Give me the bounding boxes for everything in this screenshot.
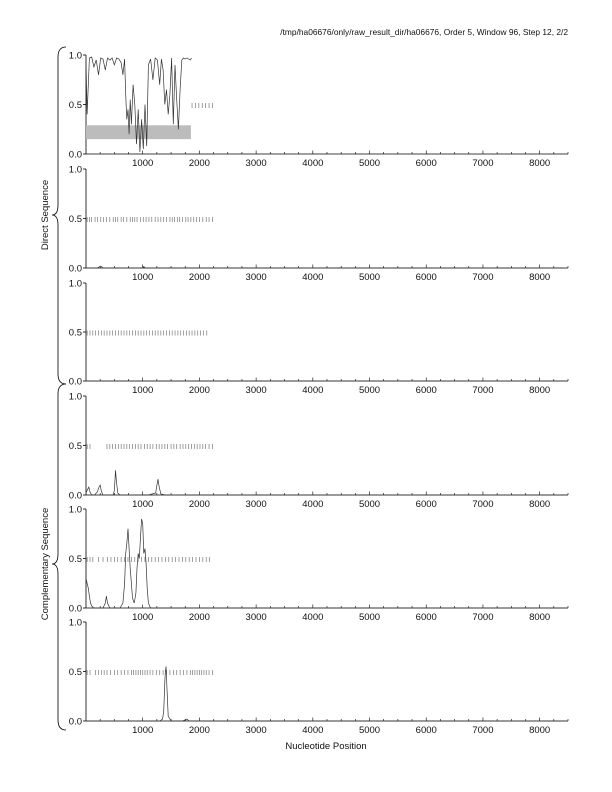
x-tick-label: 1000 [132, 499, 153, 510]
x-tick-label: 1000 [132, 385, 153, 396]
chart-panel-6: 0.0 0.5 1.0 1000 2000 3000 4000 5000 6000 7000 800… [69, 618, 569, 736]
direct-sequence-label: Direct Sequence [40, 180, 51, 250]
x-tick-label: 3000 [246, 272, 267, 283]
x-tick-label: 4000 [302, 158, 323, 169]
x-tick-label: 5000 [359, 272, 380, 283]
x-tick-label: 8000 [529, 272, 550, 283]
y-tick-label: 0.0 [69, 717, 82, 728]
x-tick-label: 5000 [359, 725, 380, 736]
x-tick-label: 2000 [189, 612, 210, 623]
x-tick-label: 8000 [529, 499, 550, 510]
x-tick-label: 6000 [416, 158, 437, 169]
x-tick-label: 5000 [359, 158, 380, 169]
chart-panel-4: 0.0 0.5 1.0 1000 2000 3000 4000 5000 6000 7000 800… [69, 392, 569, 510]
x-tick-label: 4000 [302, 272, 323, 283]
series-line-1 [86, 666, 568, 722]
x-tick-label: 6000 [416, 612, 437, 623]
chart-panel-3: 0.0 0.5 1.0 1000 2000 3000 4000 5000 6000 7000 800… [69, 279, 569, 396]
chart-panel-1: 0.0 0.5 1.0 1000 2000 3000 4000 5000 6000 7000 800… [69, 51, 569, 169]
x-tick-label: 7000 [472, 272, 493, 283]
y-tick-label: 1.0 [69, 165, 82, 176]
x-tick-label: 1000 [132, 158, 153, 169]
y-tick-label: 0.5 [69, 667, 82, 678]
series-line-1 [85, 518, 568, 609]
y-tick-label: 0.5 [69, 554, 82, 565]
x-tick-label: 4000 [302, 385, 323, 396]
x-tick-label: 7000 [472, 158, 493, 169]
series-line-1 [86, 265, 568, 269]
x-tick-label: 7000 [472, 385, 493, 396]
y-tick-label: 0.0 [69, 491, 82, 502]
x-tick-label: 7000 [472, 612, 493, 623]
y-tick-label: 0.0 [69, 377, 82, 388]
series-line-1 [85, 56, 192, 153]
chart-panels: 0.0 0.5 1.0 1000 2000 3000 4000 5000 6000 7000 800… [69, 51, 569, 736]
highlight-band [86, 125, 191, 140]
x-tick-label: 7000 [472, 725, 493, 736]
x-tick-label: 1000 [132, 272, 153, 283]
x-tick-label: 2000 [189, 499, 210, 510]
x-tick-label: 2000 [189, 158, 210, 169]
x-tick-label: 5000 [359, 385, 380, 396]
x-tick-label: 3000 [246, 612, 267, 623]
x-tick-label: 3000 [246, 499, 267, 510]
y-tick-label: 0.5 [69, 214, 82, 225]
y-tick-label: 0.5 [69, 328, 82, 339]
y-tick-label: 1.0 [69, 51, 82, 62]
x-tick-label: 6000 [416, 272, 437, 283]
x-tick-label: 8000 [529, 612, 550, 623]
y-tick-label: 0.0 [69, 264, 82, 275]
y-tick-label: 1.0 [69, 392, 82, 403]
complementary-sequence-brace [51, 383, 67, 731]
x-tick-label: 7000 [472, 499, 493, 510]
x-tick-label: 3000 [246, 725, 267, 736]
y-tick-label: 1.0 [69, 505, 82, 516]
x-tick-label: 4000 [302, 499, 323, 510]
x-tick-label: 2000 [189, 272, 210, 283]
figure-header-title: /tmp/ha06676/only/raw_result_dir/ha06676… [280, 27, 568, 37]
y-tick-label: 0.5 [69, 100, 82, 111]
x-tick-label: 8000 [529, 158, 550, 169]
x-tick-label: 6000 [416, 725, 437, 736]
chart-panel-2: 0.0 0.5 1.0 1000 2000 3000 4000 5000 6000 7000 800… [69, 165, 569, 283]
x-tick-label: 8000 [529, 385, 550, 396]
x-tick-label: 2000 [189, 385, 210, 396]
x-tick-label: 4000 [302, 725, 323, 736]
chart-panel-5: 0.0 0.5 1.0 1000 2000 3000 4000 5000 6000 7000 800… [69, 505, 569, 623]
x-tick-label: 6000 [416, 499, 437, 510]
x-tick-label: 4000 [302, 612, 323, 623]
x-tick-label: 3000 [246, 158, 267, 169]
x-tick-label: 6000 [416, 385, 437, 396]
y-tick-label: 1.0 [69, 618, 82, 629]
x-tick-label: 2000 [189, 725, 210, 736]
series-line-1 [85, 470, 568, 496]
complementary-sequence-label: Complementary Sequence [40, 508, 51, 620]
x-tick-label: 3000 [246, 385, 267, 396]
x-tick-label: 5000 [359, 499, 380, 510]
y-tick-label: 0.0 [69, 604, 82, 615]
direct-sequence-brace [51, 46, 67, 385]
x-tick-label: 1000 [132, 725, 153, 736]
y-tick-label: 1.0 [69, 279, 82, 290]
x-tick-label: 1000 [132, 612, 153, 623]
y-tick-label: 0.5 [69, 441, 82, 452]
x-tick-label: 8000 [529, 725, 550, 736]
y-tick-label: 0.0 [69, 150, 82, 161]
x-tick-label: 5000 [359, 612, 380, 623]
x-axis-title: Nucleotide Position [285, 741, 366, 752]
